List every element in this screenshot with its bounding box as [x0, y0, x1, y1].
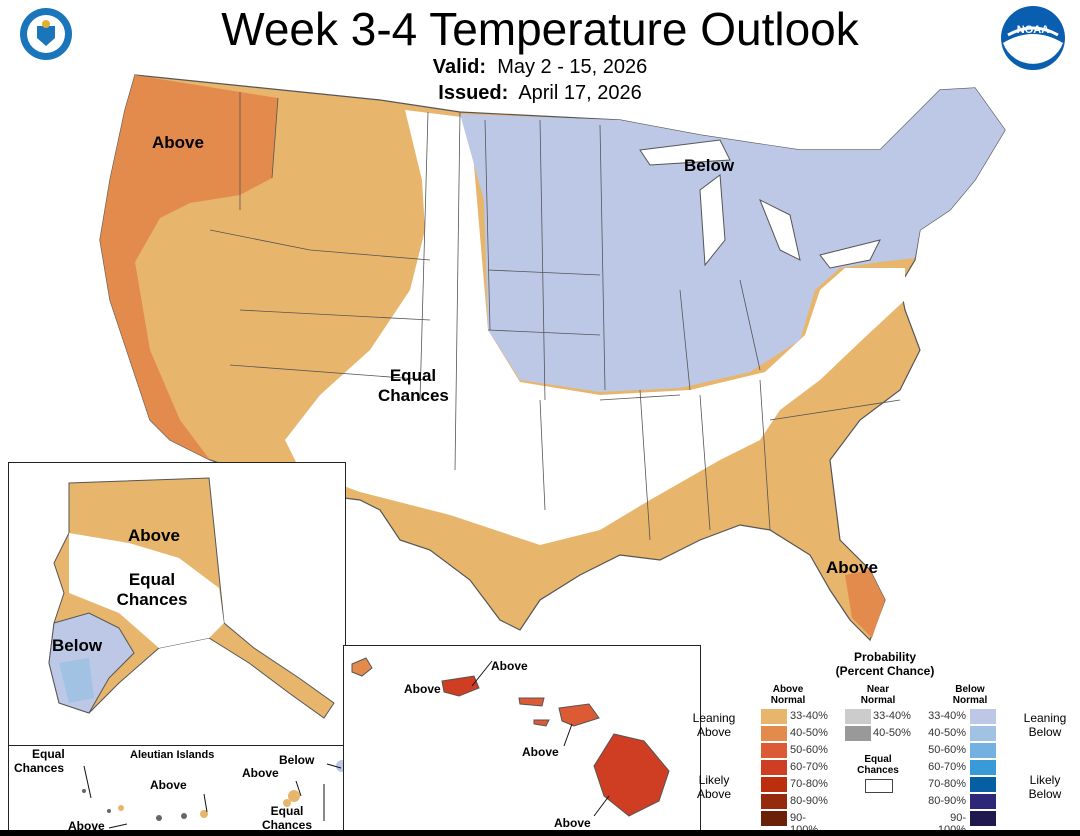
label-equal-conus: Equal Chances — [378, 366, 449, 405]
legend-swatch-above-3 — [761, 760, 787, 775]
label-aleu-equal-left: Equal Chances — [14, 747, 65, 775]
svg-text:NOAA: NOAA — [1017, 24, 1049, 36]
legend-above-header: Above Normal — [770, 684, 806, 706]
label-hi-above-3: Above — [522, 745, 559, 759]
legend-range-below-4: 70-80% — [928, 778, 966, 790]
legend-range-below-5: 80-90% — [928, 795, 966, 807]
legend-equal-chances: Equal Chances — [857, 754, 899, 776]
legend-near-header: Near Normal — [860, 684, 896, 706]
florida-likely-above — [845, 570, 885, 638]
aleutian-map — [82, 760, 348, 829]
legend-range-near-0: 33-40% — [873, 710, 911, 722]
legend-leaning-above: Leaning Above — [692, 711, 736, 739]
conus-equal-chances-region — [285, 110, 905, 545]
alaska-inset — [8, 462, 346, 746]
legend-swatch-above-1 — [761, 726, 787, 741]
label-below-conus: Below — [684, 156, 735, 175]
label-aleu-above-right: Above — [242, 766, 279, 780]
noaa-logo: NOAA — [1001, 6, 1065, 70]
issued-label: Issued: — [438, 82, 509, 104]
aleutian-inset — [8, 745, 348, 836]
label-hi-above-4: Above — [554, 816, 591, 830]
page-title: Week 3-4 Temperature Outlook — [221, 3, 859, 55]
legend-range-above-4: 70-80% — [790, 778, 828, 790]
label-hi-above-2: Above — [404, 682, 441, 696]
legend-range-below-0: 33-40% — [928, 710, 966, 722]
label-aleu-above-left: Above — [68, 819, 105, 833]
commerce-seal-logo — [20, 8, 72, 60]
legend-likely-below: Likely Below — [1028, 773, 1062, 801]
label-above-nw: Above — [152, 133, 204, 152]
valid-value: May 2 - 15, 2026 — [497, 56, 648, 78]
legend-swatch-near-0 — [845, 709, 871, 724]
legend-swatch-below-2 — [970, 743, 996, 758]
alaska-map — [48, 477, 335, 719]
legend-swatch-below-5 — [970, 794, 996, 809]
legend-swatch-above-4 — [761, 777, 787, 792]
legend-title: Probability (Percent Chance) — [835, 650, 935, 678]
great-lakes — [639, 139, 881, 269]
label-hi-above-1: Above — [491, 659, 528, 673]
valid-label: Valid: — [432, 56, 487, 78]
label-aleu-above-mid: Above — [150, 778, 187, 792]
legend-range-near-1: 40-50% — [873, 727, 911, 739]
legend-range-below-2: 50-60% — [928, 744, 966, 756]
legend-swatch-above-0 — [761, 709, 787, 724]
label-aleu-below: Below — [279, 753, 315, 767]
legend-leaning-below: Leaning Below — [1023, 711, 1067, 739]
legend-below-header: Below Normal — [952, 684, 988, 706]
legend-range-below-3: 60-70% — [928, 761, 966, 773]
conus-leaning-below-region — [460, 88, 1005, 392]
legend-swatch-above-6 — [761, 811, 787, 826]
legend-swatch-below-1 — [970, 726, 996, 741]
conus-map — [99, 74, 1006, 642]
legend-range-above-1: 40-50% — [790, 727, 828, 739]
legend: Probability (Percent Chance) Above Normal … — [690, 645, 1080, 836]
issued-line: Issued: April 17, 2026 — [0, 82, 1080, 105]
legend-swatch-below-6 — [970, 811, 996, 826]
legend-swatch-near-1 — [845, 726, 871, 741]
legend-range-above-3: 60-70% — [790, 761, 828, 773]
legend-range-above-0: 33-40% — [790, 710, 828, 722]
hawaii-map — [351, 657, 670, 817]
legend-swatch-below-0 — [970, 709, 996, 724]
label-above-ak: Above — [128, 526, 180, 545]
label-equal-ak: Equal Chances — [116, 570, 188, 609]
legend-equal-swatch — [865, 779, 893, 793]
legend-range-above-5: 80-90% — [790, 795, 828, 807]
legend-swatch-below-4 — [970, 777, 996, 792]
legend-swatch-above-5 — [761, 794, 787, 809]
legend-likely-above: Likely Above — [696, 773, 732, 801]
issued-value: April 17, 2026 — [518, 82, 642, 104]
label-below-ak: Below — [52, 636, 103, 655]
legend-range-above-2: 50-60% — [790, 744, 828, 756]
hawaii-inset — [343, 645, 701, 836]
label-aleu-equal-right: Equal Chances — [262, 804, 313, 832]
legend-swatch-below-3 — [970, 760, 996, 775]
legend-swatch-above-2 — [761, 743, 787, 758]
label-above-florida: Above — [826, 558, 878, 577]
state-borders — [209, 92, 901, 541]
valid-line: Valid: May 2 - 15, 2026 — [0, 56, 1080, 79]
bottom-bar — [0, 830, 1080, 836]
conus-likely-above-region — [100, 75, 278, 460]
aleutian-title: Aleutian Islands — [130, 749, 215, 761]
legend-range-below-1: 40-50% — [928, 727, 966, 739]
